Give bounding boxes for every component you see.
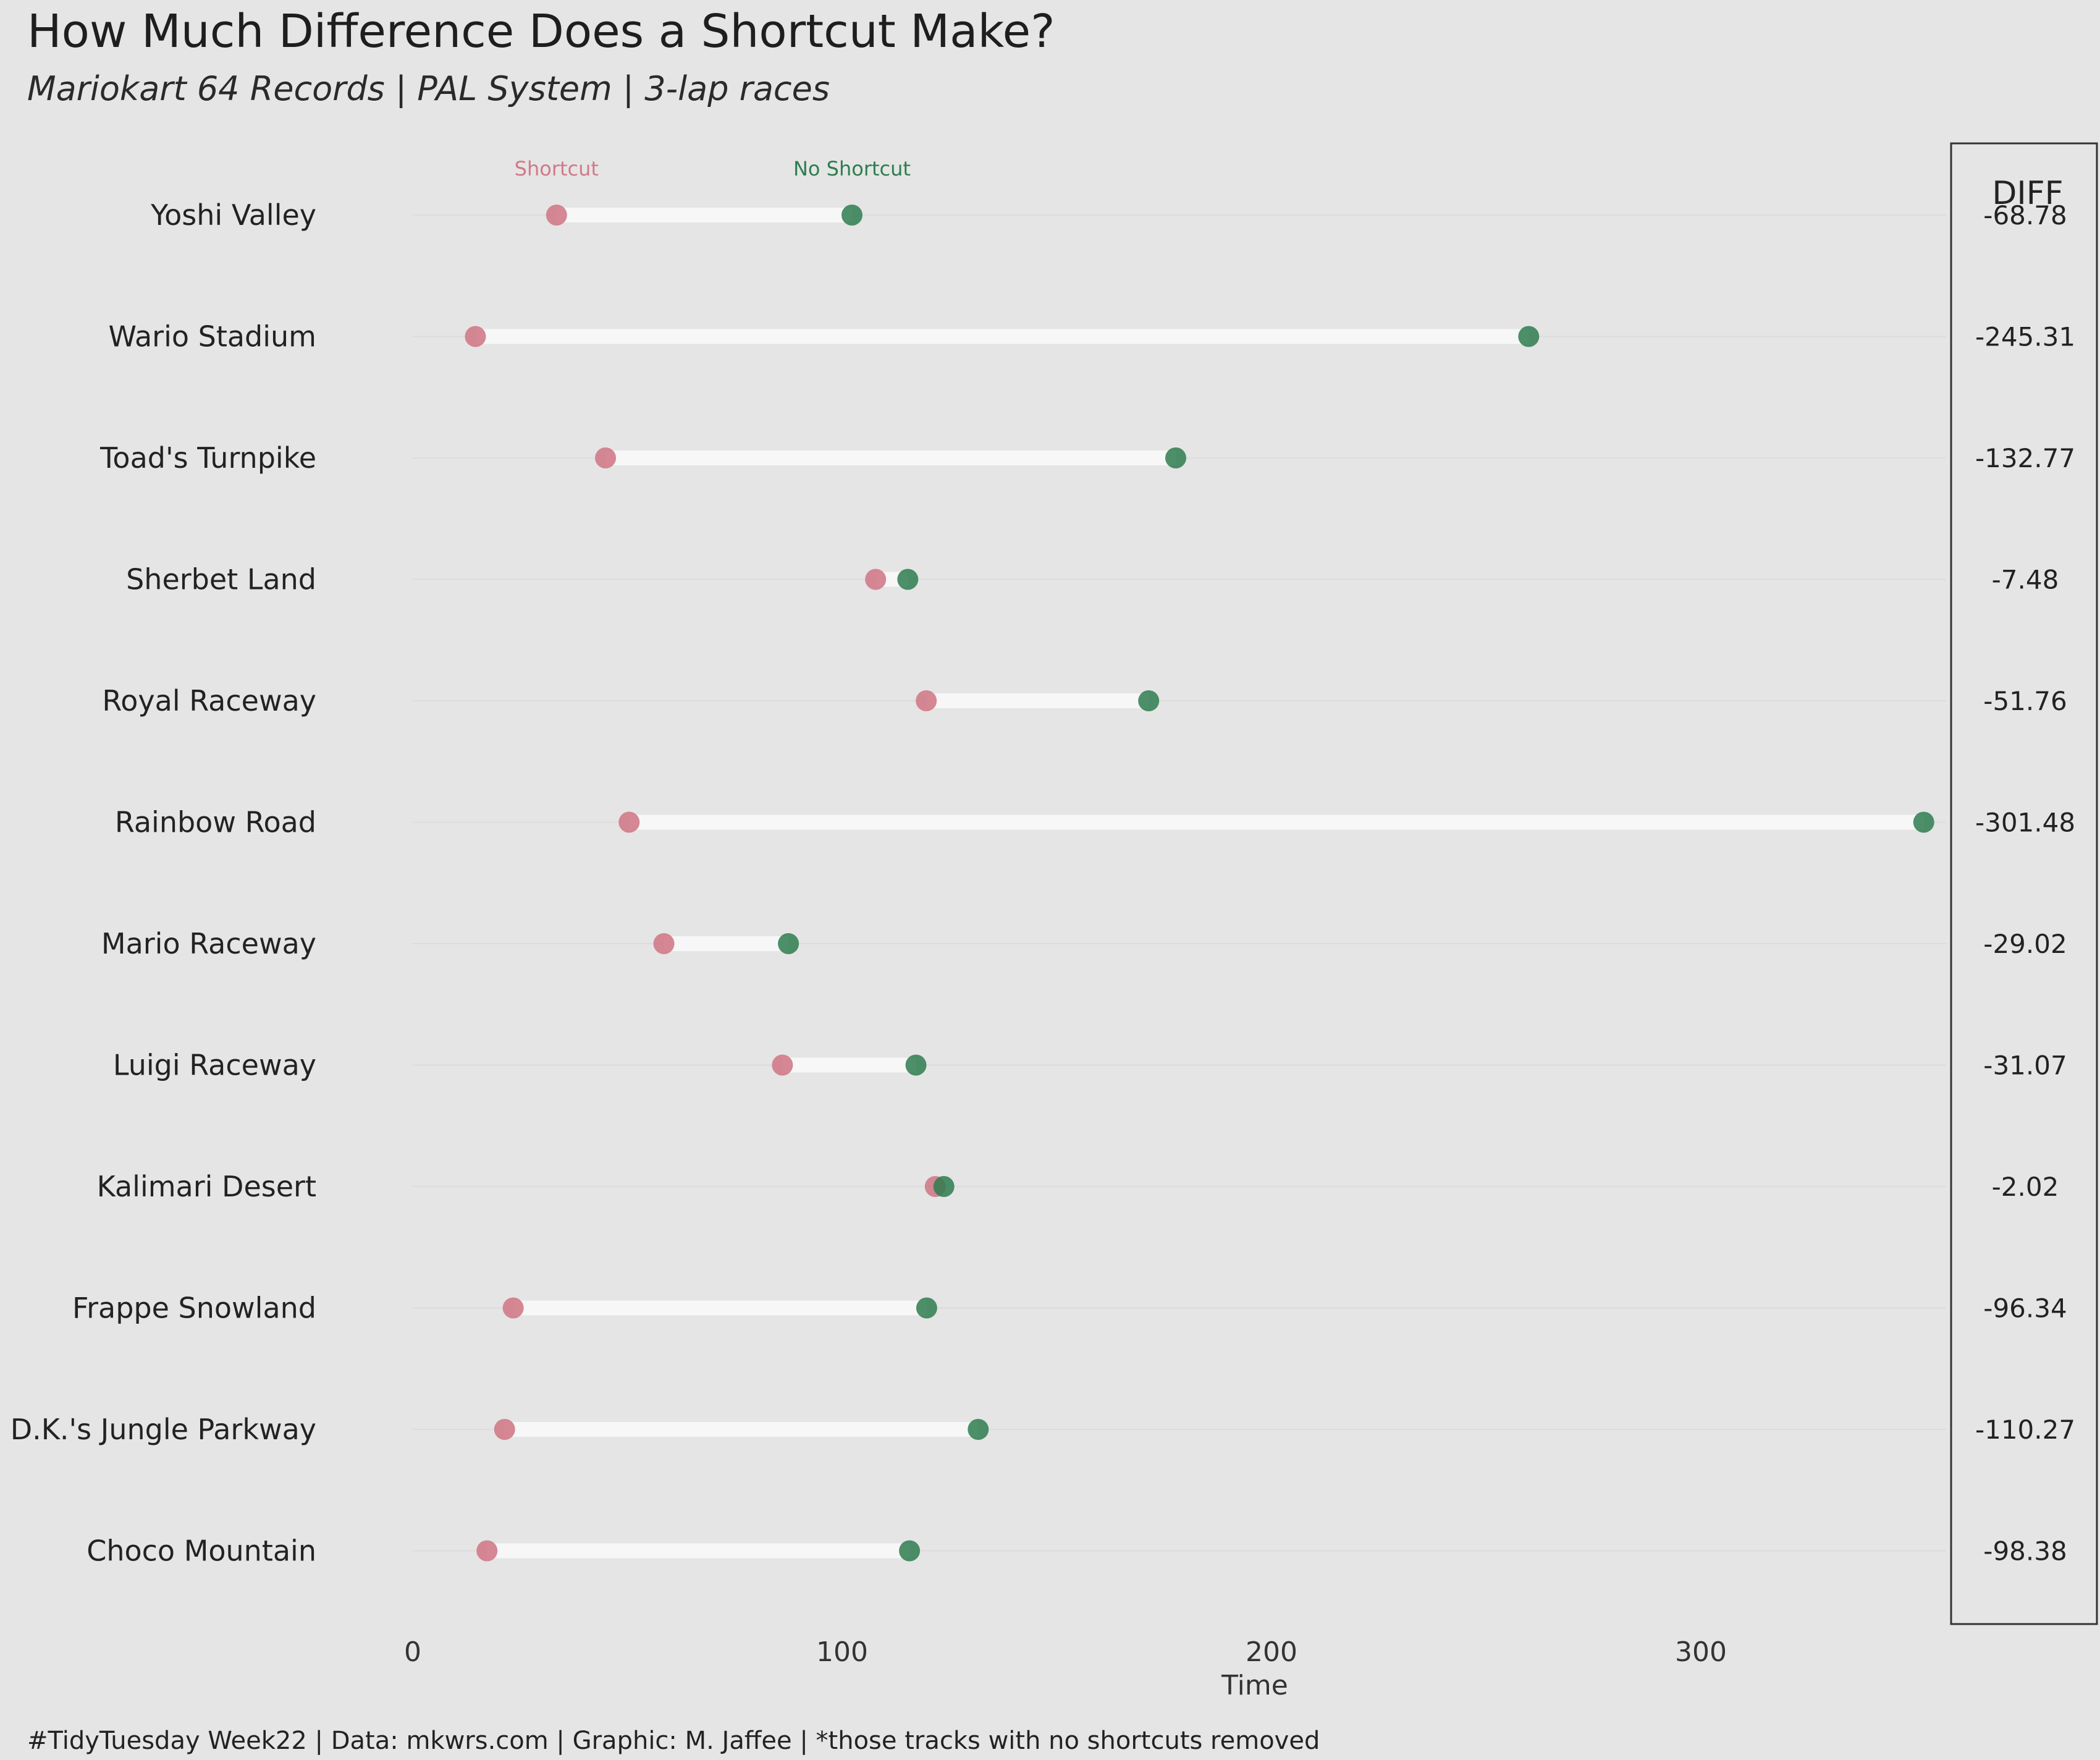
track-label: Rainbow Road [115,806,316,839]
diff-value: -7.48 [1992,565,2059,595]
legend: Shortcut No Shortcut [515,157,911,180]
track-label: Choco Mountain [86,1534,316,1568]
diff-value: -132.77 [1975,443,2075,473]
track-label: Sherbet Land [126,563,316,596]
diff-value: -245.31 [1975,322,2075,352]
chart-title: How Much Difference Does a Shortcut Make… [27,5,1055,58]
no-shortcut-point [1518,326,1540,347]
legend-no-shortcut-label: No Shortcut [793,157,911,180]
shortcut-point [772,1054,793,1076]
diff-value: -68.78 [1983,200,2067,231]
diff-value: -96.34 [1983,1293,2067,1324]
chart-caption: #TidyTuesday Week22 | Data: mkwrs.com | … [27,1727,1320,1755]
x-tick-label: 200 [1246,1636,1297,1668]
track-label: Toad's Turnpike [99,441,316,475]
track-labels: Yoshi Valley Wario Stadium Toad's Turnpike… [11,198,316,1568]
no-shortcut-point [1165,447,1187,468]
shortcut-point [865,569,887,590]
shortcut-point [618,811,640,833]
diff-panel: -68.78 -245.31 -132.77 -7.48 -51.76 -301.48 -2… [1950,142,2098,1625]
chart-subtitle: Mariokart 64 Records | PAL System | 3-la… [27,69,830,108]
x-axis-title: Time [1221,1670,1288,1701]
no-shortcut-point [933,1176,955,1197]
x-tick-label: 300 [1675,1636,1727,1668]
track-label: Frappe Snowland [72,1292,316,1325]
no-shortcut-point [841,205,862,226]
no-shortcut-point [899,1540,921,1562]
shortcut-point [494,1419,515,1440]
gridlines [413,214,1946,1552]
points [465,205,1934,1562]
no-shortcut-point [905,1054,927,1076]
shortcut-point [502,1297,524,1319]
no-shortcut-point [916,1297,937,1319]
shortcut-point [595,447,617,468]
track-label: Yoshi Valley [150,198,316,232]
x-axis: 0 100 200 300 Time [404,1636,1727,1701]
diff-value: -31.07 [1983,1051,2067,1081]
legend-shortcut-label: Shortcut [515,157,599,180]
no-shortcut-point [1913,811,1934,833]
diff-panel-border [1950,142,2098,1625]
shortcut-point [916,690,937,711]
shortcut-point [653,933,675,954]
track-label: Kalimari Desert [97,1170,316,1203]
track-label: Luigi Raceway [113,1049,316,1082]
diff-value: -51.76 [1983,686,2067,716]
shortcut-point [546,205,567,226]
track-label: Mario Raceway [101,927,316,960]
no-shortcut-point [1138,690,1160,711]
x-tick-label: 0 [404,1636,421,1668]
shortcut-point [465,326,486,347]
diff-header: DIFF [1992,175,2063,212]
no-shortcut-point [897,569,919,590]
diff-value: -29.02 [1983,929,2067,959]
no-shortcut-point [968,1419,989,1440]
shortcut-point [476,1540,498,1562]
x-tick-label: 100 [816,1636,868,1668]
diff-value: -301.48 [1975,808,2075,838]
diff-value: -2.02 [1992,1172,2059,1202]
no-shortcut-point [778,933,799,954]
segments [475,208,1924,1559]
track-label: D.K.'s Jungle Parkway [11,1413,316,1446]
track-label: Royal Raceway [102,684,316,717]
diff-value: -110.27 [1975,1415,2075,1445]
track-label: Wario Stadium [108,320,316,353]
diff-value: -98.38 [1983,1536,2067,1567]
